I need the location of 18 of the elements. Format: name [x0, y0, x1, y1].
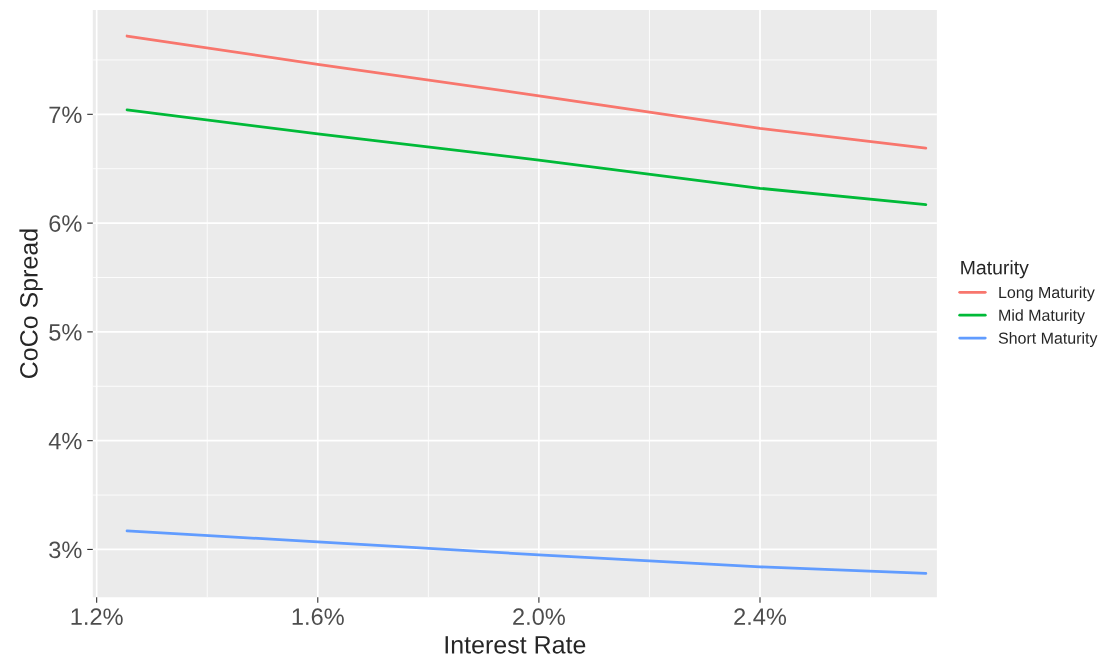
line-series — [125, 108, 928, 206]
legend-label: Long Maturity — [999, 286, 1095, 302]
y-tick-label: 6% — [49, 215, 82, 232]
x-tick-label: 1.6% — [292, 608, 344, 626]
x-axis-title: Interest Rate — [445, 636, 586, 654]
y-tick-label: 3% — [49, 541, 82, 559]
line-series — [125, 529, 928, 575]
y-tick-label: 5% — [49, 324, 82, 341]
x-tick-label: 2.0% — [513, 608, 565, 626]
y-axis-title: CoCo Spread — [19, 229, 43, 379]
line-series — [125, 34, 928, 150]
legend-label: Mid Maturity — [999, 309, 1085, 325]
legend-title: Maturity — [961, 260, 1029, 279]
y-tick-label: 4% — [48, 432, 82, 450]
x-tick-label: 1.2% — [71, 608, 123, 625]
legend-label: Short Maturity — [998, 332, 1098, 347]
x-tick-label: 2.4% — [734, 608, 787, 625]
y-tick-label: 7% — [49, 106, 82, 124]
